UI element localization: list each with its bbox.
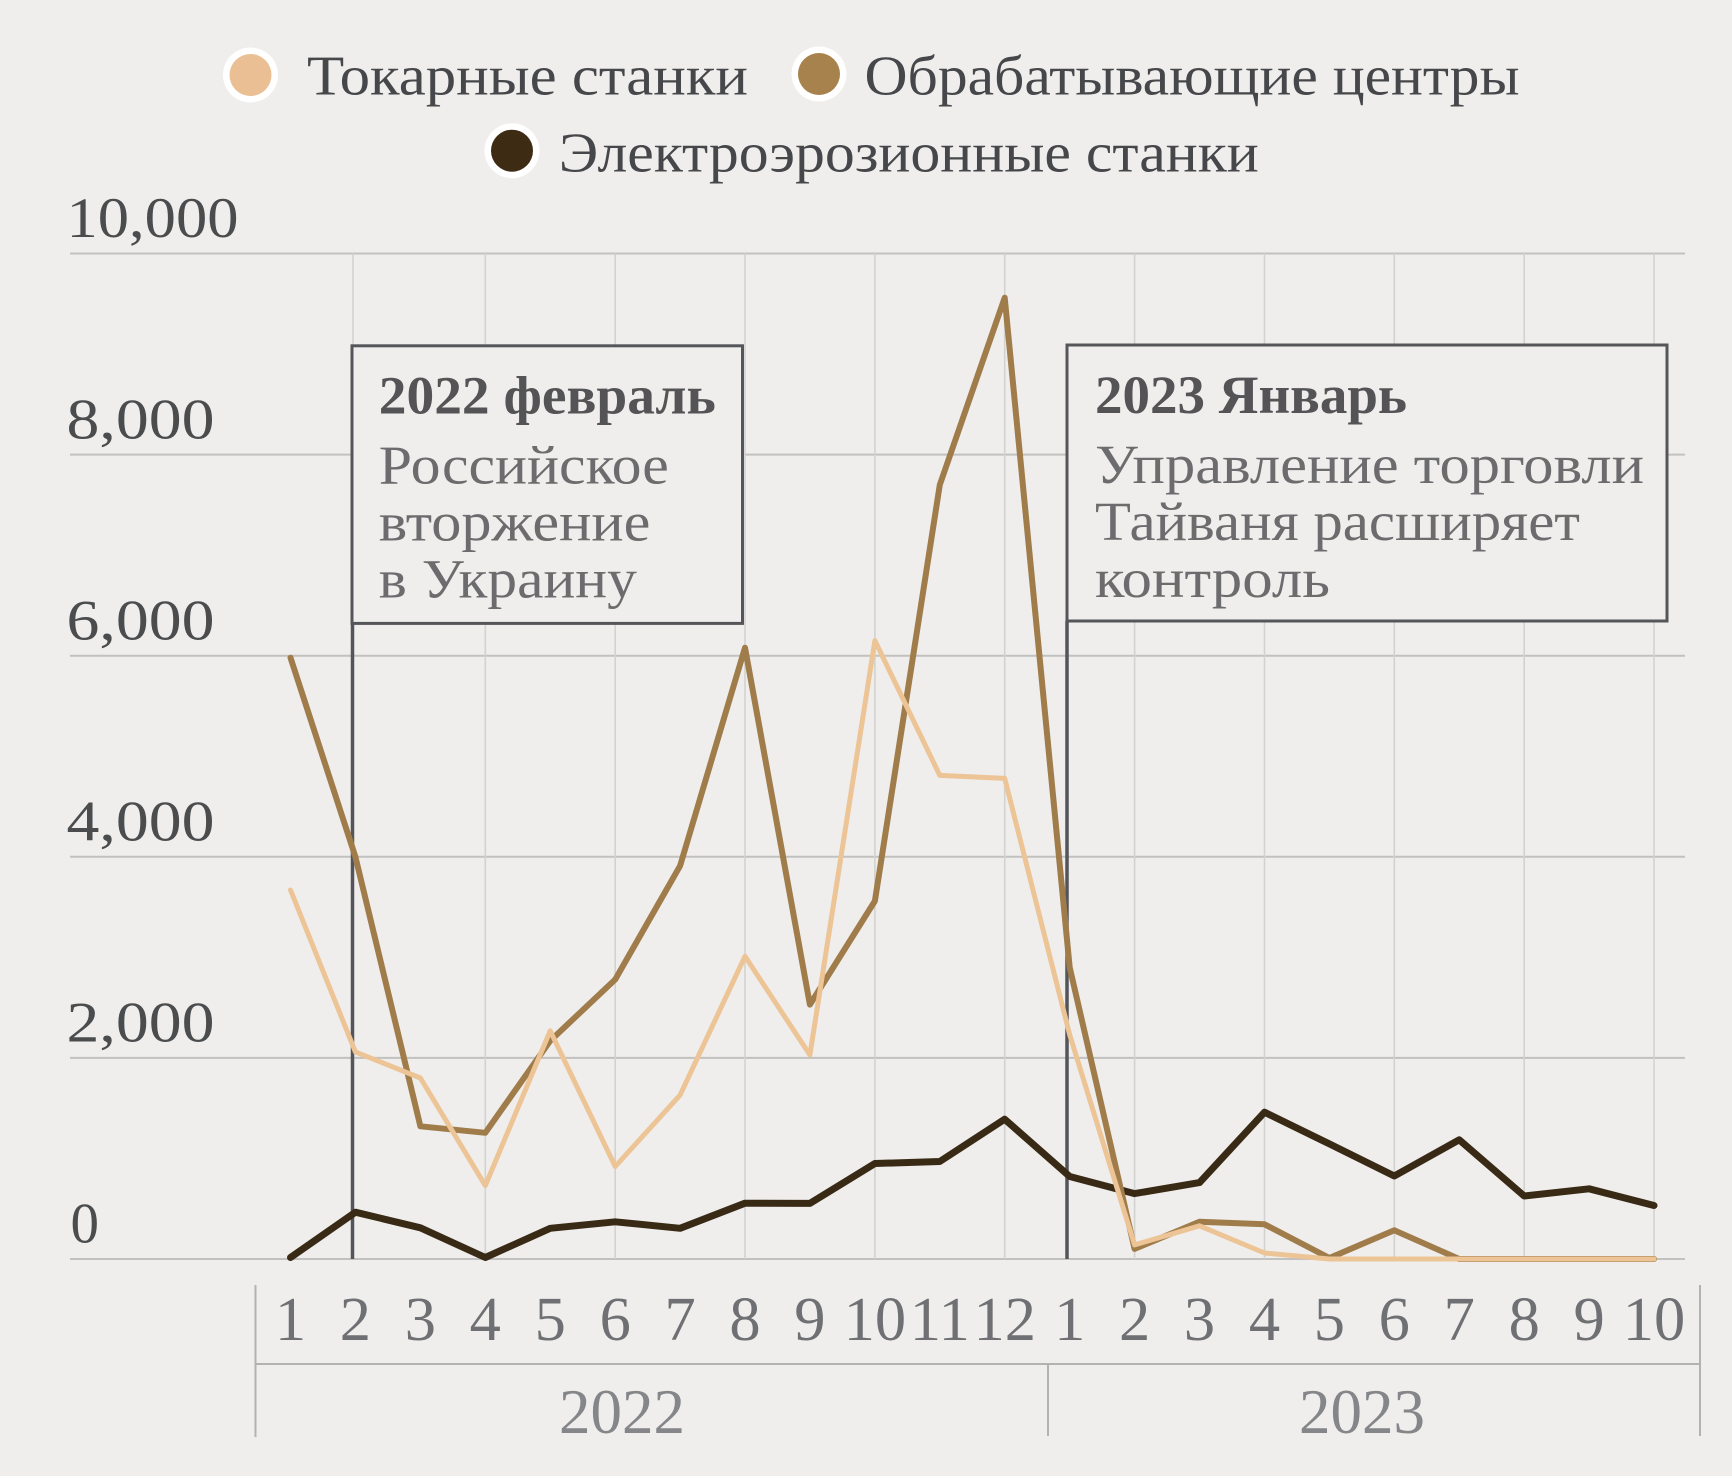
svg-text:6: 6	[600, 1284, 631, 1354]
svg-text:Токарные станки: Токарные станки	[307, 46, 748, 108]
svg-text:2,000: 2,000	[67, 992, 215, 1055]
svg-text:11: 11	[910, 1284, 970, 1354]
svg-text:8: 8	[729, 1284, 760, 1354]
svg-text:3: 3	[1184, 1284, 1215, 1354]
svg-text:8,000: 8,000	[67, 388, 215, 451]
svg-text:4,000: 4,000	[67, 791, 215, 854]
svg-text:Российское: Российское	[379, 435, 669, 496]
svg-text:7: 7	[1444, 1284, 1475, 1354]
svg-text:9: 9	[794, 1284, 825, 1354]
svg-text:2022: 2022	[559, 1377, 685, 1447]
svg-text:4: 4	[470, 1284, 501, 1354]
svg-text:Управление торговли: Управление торговли	[1095, 434, 1644, 495]
svg-text:2022 февраль: 2022 февраль	[379, 366, 716, 426]
svg-text:7: 7	[664, 1284, 695, 1354]
svg-text:контроль: контроль	[1095, 548, 1330, 609]
svg-text:3: 3	[405, 1284, 436, 1354]
svg-text:10: 10	[1623, 1284, 1686, 1354]
svg-text:0: 0	[71, 1193, 100, 1256]
svg-text:1: 1	[275, 1284, 306, 1354]
svg-text:2023 Январь: 2023 Январь	[1095, 365, 1407, 425]
svg-text:6,000: 6,000	[67, 589, 215, 652]
svg-text:8: 8	[1509, 1284, 1540, 1354]
svg-text:2: 2	[340, 1284, 371, 1354]
svg-text:Обрабатывающие центры: Обрабатывающие центры	[865, 46, 1520, 108]
svg-text:12: 12	[973, 1284, 1036, 1354]
svg-text:6: 6	[1379, 1284, 1410, 1354]
svg-text:в Украину: в Украину	[379, 549, 638, 610]
svg-text:10: 10	[844, 1284, 907, 1354]
svg-text:Тайваня расширяет: Тайваня расширяет	[1095, 491, 1580, 552]
svg-text:10,000: 10,000	[67, 187, 239, 250]
svg-text:9: 9	[1573, 1284, 1604, 1354]
svg-text:вторжение: вторжение	[379, 492, 651, 553]
svg-text:5: 5	[535, 1284, 566, 1354]
svg-text:2: 2	[1119, 1284, 1150, 1354]
svg-text:5: 5	[1314, 1284, 1345, 1354]
svg-text:Электроэрозионные станки: Электроэрозионные станки	[559, 123, 1259, 185]
svg-text:1: 1	[1054, 1284, 1085, 1354]
svg-text:2023: 2023	[1299, 1377, 1425, 1447]
svg-text:4: 4	[1249, 1284, 1280, 1354]
